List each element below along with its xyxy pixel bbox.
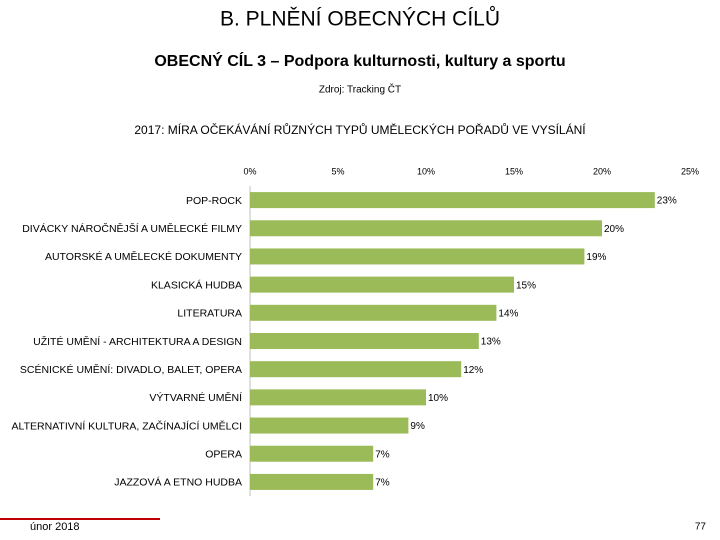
y-tick-label: UŽITÉ UMĚNÍ - ARCHITEKTURA A DESIGN: [33, 335, 242, 348]
x-tick-label: 10%: [417, 166, 435, 176]
bar: [250, 417, 409, 434]
slide-title: B. PLNĚNÍ OBECNÝCH CÍLŮ: [220, 7, 500, 31]
x-tick-label: 15%: [505, 166, 523, 176]
value-label: 13%: [481, 337, 501, 348]
y-tick-label: LITERATURA: [177, 308, 242, 320]
y-tick-label: VÝTVARNÉ UMĚNÍ: [149, 391, 242, 404]
x-tick-label: 20%: [593, 166, 611, 176]
x-tick-label: 5%: [331, 166, 344, 176]
y-tick-label: JAZZOVÁ A ETNO HUDBA: [114, 476, 242, 489]
x-tick-label: 25%: [681, 166, 699, 176]
bar: [250, 361, 462, 378]
bar: [250, 276, 514, 293]
bar: [250, 220, 602, 237]
value-label: 7%: [375, 478, 390, 489]
bar: [250, 333, 479, 349]
page-number: 77: [695, 522, 707, 533]
value-label: 19%: [586, 252, 606, 263]
value-label: 9%: [410, 421, 425, 432]
bar: [250, 473, 374, 490]
bar: [250, 304, 497, 321]
value-label: 23%: [657, 196, 677, 207]
value-label: 7%: [375, 449, 390, 460]
value-label: 15%: [516, 280, 536, 291]
y-tick-label: AUTORSKÉ A UMĚLECKÉ DOKUMENTY: [45, 250, 242, 263]
value-label: 14%: [498, 308, 518, 319]
y-tick-label: ALTERNATIVNÍ KULTURA, ZAČÍNAJÍCÍ UMĚLCI: [12, 419, 242, 432]
y-tick-label: OPERA: [205, 449, 242, 461]
value-label: 20%: [604, 224, 624, 235]
x-tick-label: 0%: [243, 166, 256, 176]
y-tick-label: DIVÁCKY NÁROČNĚJŠÍ A UMĚLECKÉ FILMY: [22, 222, 242, 235]
y-tick-label: POP-ROCK: [186, 195, 242, 207]
bar: [250, 389, 426, 406]
y-tick-label: KLASICKÁ HUDBA: [151, 278, 242, 291]
y-tick-label: SCÉNICKÉ UMĚNÍ: DIVADLO, BALET, OPERA: [20, 363, 242, 376]
bar: [250, 248, 585, 265]
bar: [250, 192, 655, 209]
value-label: 10%: [428, 393, 448, 404]
bar: [250, 445, 374, 462]
source: Zdroj: Tracking ČT: [319, 83, 401, 96]
footer-date: únor 2018: [30, 521, 80, 533]
slide-subtitle: OBECNÝ CÍL 3 – Podpora kulturnosti, kult…: [154, 51, 565, 70]
value-label: 12%: [463, 365, 483, 376]
chart-title: 2017: MÍRA OČEKÁVÁNÍ RŮZNÝCH TYPŮ UMĚLEC…: [134, 122, 586, 137]
